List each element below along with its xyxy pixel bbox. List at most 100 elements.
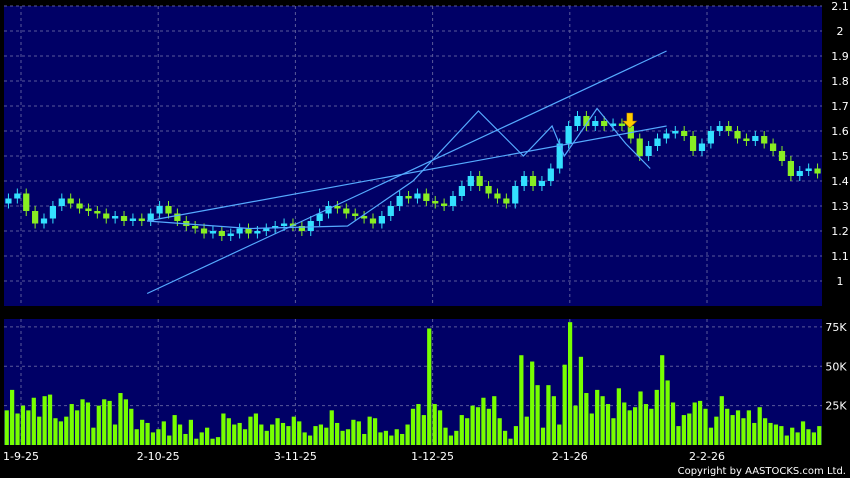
candle-body — [236, 228, 243, 234]
volume-bar — [681, 415, 686, 445]
price-tick-label: 2 — [837, 25, 844, 38]
candle-body — [574, 116, 581, 126]
volume-bar — [302, 432, 307, 445]
candle-body — [254, 231, 261, 234]
candle-body — [325, 206, 332, 214]
volume-bar — [351, 419, 356, 445]
volume-bar — [280, 422, 286, 445]
price-axis-labels: 1 1.1 1.2 1.3 1.4 1.5 1.6 1.7 1.8 1.9 2 2.1 — [831, 0, 849, 288]
candle-body — [796, 171, 803, 176]
volume-bar — [118, 393, 123, 445]
volume-bar — [150, 432, 156, 445]
volume-bar — [242, 429, 248, 445]
candle-body — [58, 198, 65, 206]
volume-bar — [167, 435, 172, 445]
volume-bar — [817, 426, 822, 445]
volume-bar — [253, 413, 259, 445]
price-tick-label: 1.5 — [831, 150, 849, 163]
volume-bar — [470, 405, 475, 445]
volume-bar — [595, 389, 600, 445]
volume-bar — [112, 424, 118, 445]
volume-bar — [172, 415, 177, 445]
volume-bar — [779, 426, 784, 445]
volume-bar — [714, 416, 719, 445]
volume-bar — [383, 430, 389, 445]
candle-body — [227, 233, 234, 236]
candle-body — [138, 218, 145, 221]
volume-bar — [129, 408, 134, 445]
candle-body — [174, 213, 181, 221]
volume-tick-label: 75K — [825, 321, 847, 334]
volume-bar — [719, 396, 724, 445]
candle-body — [556, 143, 563, 169]
trendline-annotations — [146, 50, 667, 295]
candle-body — [743, 138, 750, 141]
candle-body — [814, 168, 821, 174]
volume-bar — [362, 433, 367, 445]
candle-body — [494, 193, 501, 199]
volume-bar — [199, 432, 204, 445]
candle-body — [778, 151, 786, 161]
volume-bar — [535, 385, 540, 445]
volume-bar — [69, 404, 74, 445]
price-tick-label: 1.9 — [831, 50, 849, 63]
volume-bar — [248, 416, 253, 445]
volume-bar — [562, 364, 567, 445]
volume-bar — [145, 422, 150, 445]
volume-bar — [64, 416, 69, 445]
candle-body — [449, 196, 457, 206]
volume-bar — [763, 418, 768, 445]
price-tick-label: 1.4 — [831, 175, 849, 188]
candle-body — [414, 193, 421, 199]
volume-bar — [530, 361, 535, 445]
volume-bar — [58, 421, 63, 445]
volume-tick-label: 25K — [825, 400, 847, 413]
candle-body — [707, 131, 714, 144]
candle-body — [441, 203, 448, 206]
candle-body — [467, 176, 474, 186]
candle-body — [334, 206, 341, 209]
volume-bar — [161, 421, 166, 445]
candle-body — [378, 216, 385, 224]
volume-bar — [134, 429, 139, 445]
volume-bar — [394, 429, 399, 445]
candle-body — [458, 186, 466, 196]
candle-body — [192, 226, 199, 229]
price-tick-label: 2.1 — [831, 0, 849, 13]
volume-bar — [291, 416, 296, 445]
candle-body — [405, 196, 412, 199]
volume-bar — [752, 422, 757, 445]
candle-body — [5, 198, 12, 204]
volume-bar — [492, 396, 497, 445]
volume-bar — [102, 399, 107, 445]
volume-bar — [557, 424, 562, 445]
candle-body — [165, 206, 172, 214]
date-axis-labels: 1-9-25 2-10-25 3-11-25 1-12-25 2-1-26 2-2-26 — [3, 450, 725, 463]
volume-bar — [275, 418, 280, 445]
volume-bar — [335, 422, 340, 445]
volume-bar — [31, 397, 36, 445]
volume-bar — [768, 422, 773, 445]
volume-bar — [340, 430, 345, 445]
candle-body — [663, 133, 670, 139]
volume-bar — [416, 404, 421, 445]
volume-bar — [286, 426, 291, 445]
candle-body — [512, 186, 519, 204]
volume-bar — [643, 404, 649, 445]
volume-bar — [730, 415, 735, 445]
volume-bar — [85, 402, 91, 445]
candle-body — [120, 216, 128, 221]
volume-bar — [313, 426, 318, 445]
volume-bar — [524, 416, 529, 445]
volume-bar — [389, 435, 394, 445]
date-tick-label: 2-1-26 — [552, 450, 588, 463]
candle-body — [32, 211, 39, 224]
candle-body — [289, 223, 297, 226]
volume-bars — [4, 322, 822, 445]
volume-bar — [318, 424, 324, 445]
volume-bar — [324, 427, 329, 445]
volume-bar — [790, 427, 795, 445]
candle-body — [316, 213, 323, 221]
volume-bar — [811, 432, 816, 445]
